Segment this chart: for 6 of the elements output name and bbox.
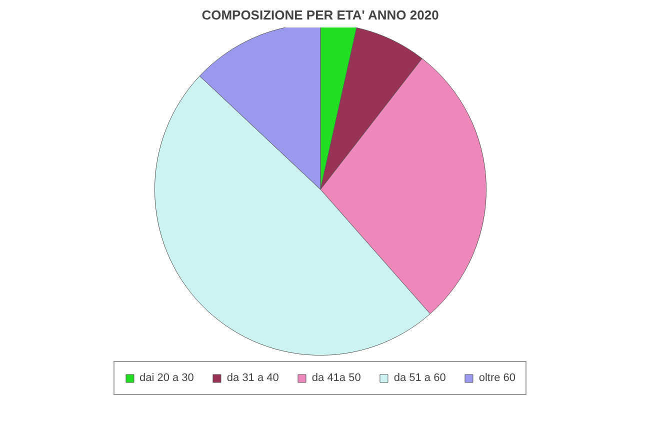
legend-label: dai 20 a 30: [139, 372, 194, 384]
chart-title: COMPOSIZIONE PER ETA' ANNO 2020: [202, 8, 439, 22]
legend-label: da 31 a 40: [226, 372, 279, 384]
legend-label: da 51 a 60: [394, 372, 446, 384]
legend-label: da 41a 50: [312, 372, 361, 384]
legend-label: oltre 60: [478, 372, 516, 384]
